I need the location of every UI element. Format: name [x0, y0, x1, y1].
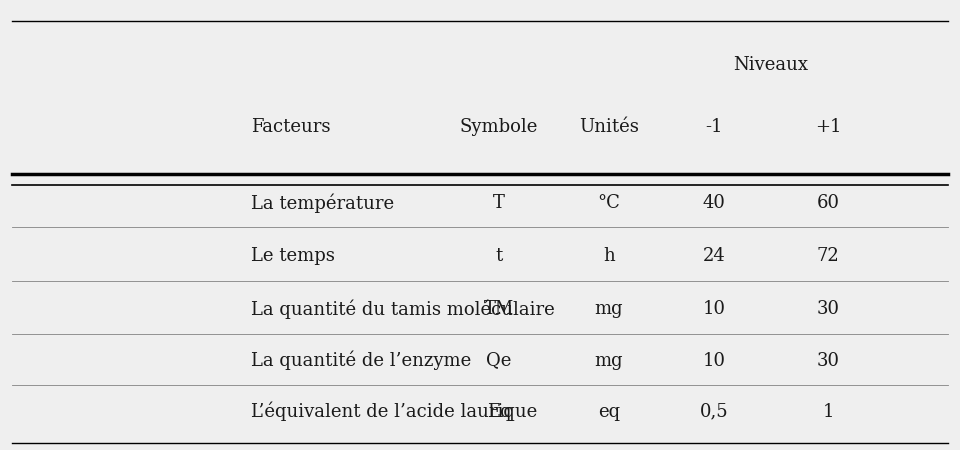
- Text: Niveaux: Niveaux: [733, 56, 808, 74]
- Text: t: t: [495, 247, 503, 265]
- Text: L’équivalent de l’acide laurique: L’équivalent de l’acide laurique: [251, 402, 538, 421]
- Text: 10: 10: [703, 351, 726, 369]
- Text: °C: °C: [597, 194, 620, 212]
- Text: +1: +1: [815, 118, 842, 136]
- Text: mg: mg: [594, 351, 623, 369]
- Text: 40: 40: [703, 194, 725, 212]
- Text: 10: 10: [703, 301, 726, 319]
- Text: La quantité de l’enzyme: La quantité de l’enzyme: [251, 351, 471, 370]
- Text: eq: eq: [598, 403, 620, 421]
- Text: 0,5: 0,5: [700, 403, 728, 421]
- Text: Facteurs: Facteurs: [251, 118, 330, 136]
- Text: 30: 30: [817, 301, 840, 319]
- Text: -1: -1: [705, 118, 723, 136]
- Text: La température: La température: [251, 193, 394, 212]
- Text: h: h: [603, 247, 614, 265]
- Text: 24: 24: [703, 247, 725, 265]
- Text: Le temps: Le temps: [251, 247, 335, 265]
- Text: Eq: Eq: [487, 403, 512, 421]
- Text: mg: mg: [594, 301, 623, 319]
- Text: TM: TM: [484, 301, 515, 319]
- Text: Unités: Unités: [579, 118, 638, 136]
- Text: Symbole: Symbole: [460, 118, 539, 136]
- Text: 72: 72: [817, 247, 840, 265]
- Text: 60: 60: [817, 194, 840, 212]
- Text: 1: 1: [823, 403, 834, 421]
- Text: Qe: Qe: [487, 351, 512, 369]
- Text: T: T: [493, 194, 505, 212]
- Text: La quantité du tamis moléculaire: La quantité du tamis moléculaire: [251, 300, 555, 319]
- Text: 30: 30: [817, 351, 840, 369]
